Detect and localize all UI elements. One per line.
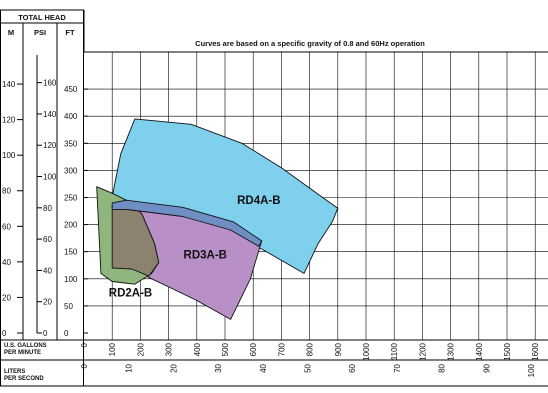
- lps-tick-label: 0: [80, 363, 89, 368]
- gpm-axis-label-2: PER MINUTE: [4, 350, 41, 356]
- psi-tick-label: 60: [43, 235, 52, 244]
- ft-tick-label: 300: [64, 166, 78, 175]
- lps-tick-label: 40: [259, 363, 268, 372]
- lps-axis-label-2: PER SECOND: [4, 376, 44, 382]
- m-tick-label: 120: [2, 116, 16, 125]
- gpm-tick-label: 0: [80, 342, 89, 347]
- lps-axis-label-1: LITERS: [4, 369, 25, 375]
- gpm-tick-label: 1200: [418, 342, 427, 360]
- lps-tick-label: 90: [482, 363, 491, 372]
- gpm-tick-label: 900: [334, 342, 343, 356]
- gpm-tick-label: 1100: [390, 342, 399, 360]
- m-tick-label: 0: [2, 329, 7, 338]
- psi-tick-label: 40: [43, 266, 52, 275]
- ft-tick-label: 450: [64, 85, 78, 94]
- lps-tick-label: 30: [214, 363, 223, 372]
- psi-tick-label: 140: [43, 110, 57, 119]
- lps-tick-label: 80: [438, 363, 447, 372]
- gpm-tick-label: 1400: [475, 342, 484, 360]
- m-tick-label: 20: [2, 293, 11, 302]
- header-psi: PSI: [34, 28, 46, 37]
- ft-tick-label: 400: [64, 112, 78, 121]
- gpm-tick-label: 700: [277, 342, 286, 356]
- ft-tick-label: 0: [64, 329, 69, 338]
- gpm-tick-label: 200: [136, 342, 145, 356]
- lps-tick-label: 20: [169, 363, 178, 372]
- region-label-rd4a-b: RD4A-B: [237, 195, 280, 207]
- chart-note: Curves are based on a specific gravity o…: [195, 39, 425, 48]
- region-label-rd3a-b: RD3A-B: [184, 249, 227, 261]
- psi-tick-label: 100: [43, 173, 57, 182]
- lps-tick-label: 50: [303, 363, 312, 372]
- region-label-rd2a-b: RD2A-B: [109, 287, 152, 299]
- m-tick-label: 40: [2, 258, 11, 267]
- lps-tick-label: 100: [527, 363, 536, 377]
- m-tick-label: 100: [2, 151, 16, 160]
- psi-tick-label: 160: [43, 79, 57, 88]
- m-axis: 0 20 40 60 80 100 120 140: [2, 80, 23, 338]
- gpm-tick-label: 300: [165, 342, 174, 356]
- gpm-tick-label: 1300: [447, 342, 456, 360]
- ft-tick-label: 250: [64, 194, 78, 203]
- lps-tick-label: 60: [348, 363, 357, 372]
- m-tick-label: 80: [2, 187, 11, 196]
- header-m: M: [8, 28, 14, 37]
- psi-tick-label: 120: [43, 141, 57, 150]
- ft-tick-label: 150: [64, 248, 78, 257]
- gpm-tick-label: 1000: [362, 342, 371, 360]
- gpm-tick-label: 400: [193, 342, 202, 356]
- psi-tick-label: 0: [43, 329, 48, 338]
- lps-tick-label: 70: [393, 363, 402, 372]
- m-tick-label: 140: [2, 80, 16, 89]
- header-ft: FT: [65, 28, 75, 37]
- gpm-tick-label: 500: [221, 342, 230, 356]
- header-total-head: TOTAL HEAD: [18, 13, 66, 22]
- gpm-axis-label-1: U.S. GALLONS: [4, 343, 47, 349]
- ft-tick-label: 100: [64, 275, 78, 284]
- gpm-tick-label: 600: [249, 342, 258, 356]
- gpm-tick-label: 1600: [531, 342, 540, 360]
- gpm-tick-label: 800: [306, 342, 315, 356]
- lps-tick-label: 10: [125, 363, 134, 372]
- m-tick-label: 60: [2, 222, 11, 231]
- gpm-tick-label: 100: [108, 342, 117, 356]
- psi-axis: 0 20 40 60 80 100 120 140 160: [37, 55, 57, 338]
- ft-tick-label: 50: [64, 302, 73, 311]
- gpm-tick-label: 1500: [503, 342, 512, 360]
- psi-tick-label: 20: [43, 298, 52, 307]
- ft-tick-label: 200: [64, 221, 78, 230]
- psi-tick-label: 80: [43, 204, 52, 213]
- ft-tick-label: 350: [64, 139, 78, 148]
- ft-axis: 0 50 100 150 200 250 300 350 400 450: [64, 85, 88, 338]
